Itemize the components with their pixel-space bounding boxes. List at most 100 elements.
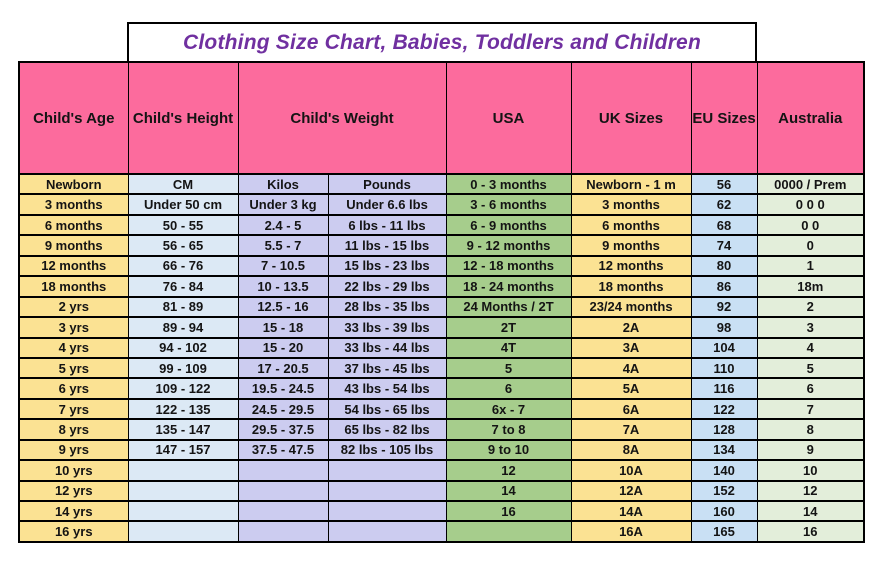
cell-height <box>127 459 239 482</box>
cell-eu: 86 <box>690 275 758 298</box>
cell-height: 66 - 76 <box>127 254 239 278</box>
cell-age: 6 months <box>18 213 129 237</box>
table-row: 6 yrs 109 - 122 19.5 - 24.5 43 lbs - 54 lbs… <box>18 377 865 400</box>
cell-age: 8 yrs <box>18 418 129 441</box>
cell-uk: 2A <box>570 316 692 339</box>
table-row: 12 yrs 14 12A 152 12 <box>18 479 865 503</box>
cell-uk: 23/24 months <box>570 295 692 319</box>
cell-usa: 0 - 3 months <box>445 172 572 196</box>
cell-height: 147 - 157 <box>127 438 239 462</box>
cell-usa: 9 to 10 <box>445 438 572 462</box>
cell-uk: 6 months <box>570 213 692 237</box>
cell-kilos: 37.5 - 47.5 <box>237 438 329 462</box>
cell-height: 135 - 147 <box>127 418 239 441</box>
cell-height: 89 - 94 <box>127 316 239 339</box>
cell-eu: 165 <box>690 520 758 543</box>
cell-uk: Newborn - 1 m <box>570 172 692 196</box>
table-row: 5 yrs 99 - 109 17 - 20.5 37 lbs - 45 lbs 5 4A… <box>18 356 865 380</box>
cell-age: 10 yrs <box>18 459 129 482</box>
cell-height <box>127 479 239 503</box>
cell-kilos <box>237 459 329 482</box>
cell-pounds: 28 lbs - 35 lbs <box>327 295 447 319</box>
cell-usa: 4T <box>445 336 572 359</box>
cell-usa: 14 <box>445 479 572 503</box>
table-row: 18 months 76 - 84 10 - 13.5 22 lbs - 29 lbs… <box>18 275 865 298</box>
cell-australia: 0 0 <box>756 213 865 237</box>
table-row: 10 yrs 12 10A 140 10 <box>18 459 865 482</box>
cell-pounds: Under 6.6 lbs <box>327 193 447 216</box>
cell-pounds: 65 lbs - 82 lbs <box>327 418 447 441</box>
cell-age: 7 yrs <box>18 397 129 421</box>
cell-pounds <box>327 520 447 543</box>
header-childs-weight: Child's Weight <box>237 61 447 175</box>
cell-usa: 6x - 7 <box>445 397 572 421</box>
cell-eu: 128 <box>690 418 758 441</box>
cell-eu: 98 <box>690 316 758 339</box>
cell-pounds: 82 lbs - 105 lbs <box>327 438 447 462</box>
cell-age: 6 yrs <box>18 377 129 400</box>
cell-age: 3 yrs <box>18 316 129 339</box>
cell-usa: 7 to 8 <box>445 418 572 441</box>
cell-usa: 3 - 6 months <box>445 193 572 216</box>
table-row: 8 yrs 135 - 147 29.5 - 37.5 65 lbs - 82 lbs… <box>18 418 865 441</box>
cell-kilos: 15 - 20 <box>237 336 329 359</box>
cell-eu: 74 <box>690 234 758 257</box>
cell-usa: 18 - 24 months <box>445 275 572 298</box>
cell-australia: 0 <box>756 234 865 257</box>
cell-australia: 16 <box>756 520 865 543</box>
cell-height: 50 - 55 <box>127 213 239 237</box>
cell-usa: 6 <box>445 377 572 400</box>
cell-pounds: 33 lbs - 39 lbs <box>327 316 447 339</box>
header-australia: Australia <box>756 61 865 175</box>
cell-pounds <box>327 459 447 482</box>
cell-height: 94 - 102 <box>127 336 239 359</box>
cell-australia: 10 <box>756 459 865 482</box>
cell-usa: 12 - 18 months <box>445 254 572 278</box>
cell-uk: 9 months <box>570 234 692 257</box>
cell-kilos: Kilos <box>237 172 329 196</box>
cell-kilos: 2.4 - 5 <box>237 213 329 237</box>
cell-eu: 116 <box>690 377 758 400</box>
cell-age: 3 months <box>18 193 129 216</box>
cell-age: 16 yrs <box>18 520 129 543</box>
cell-kilos: 24.5 - 29.5 <box>237 397 329 421</box>
cell-kilos: 17 - 20.5 <box>237 356 329 380</box>
cell-australia: 8 <box>756 418 865 441</box>
cell-kilos <box>237 499 329 523</box>
cell-uk: 6A <box>570 397 692 421</box>
cell-pounds <box>327 479 447 503</box>
cell-height: 99 - 109 <box>127 356 239 380</box>
cell-age: 12 yrs <box>18 479 129 503</box>
cell-uk: 3 months <box>570 193 692 216</box>
table-row: Newborn CM Kilos Pounds 0 - 3 months Newborn … <box>18 172 865 196</box>
cell-eu: 134 <box>690 438 758 462</box>
cell-height: 81 - 89 <box>127 295 239 319</box>
cell-usa <box>445 520 572 543</box>
cell-kilos: 15 - 18 <box>237 316 329 339</box>
cell-kilos: Under 3 kg <box>237 193 329 216</box>
cell-eu: 68 <box>690 213 758 237</box>
header-row: Child's Age Child's Height Child's Weigh… <box>18 61 865 175</box>
cell-usa: 9 - 12 months <box>445 234 572 257</box>
header-childs-age: Child's Age <box>18 61 129 175</box>
cell-eu: 92 <box>690 295 758 319</box>
cell-kilos: 19.5 - 24.5 <box>237 377 329 400</box>
cell-eu: 140 <box>690 459 758 482</box>
cell-height <box>127 520 239 543</box>
cell-uk: 12 months <box>570 254 692 278</box>
cell-pounds: 37 lbs - 45 lbs <box>327 356 447 380</box>
cell-height <box>127 499 239 523</box>
size-chart-table: Child's Age Child's Height Child's Weigh… <box>18 61 866 543</box>
cell-usa: 6 - 9 months <box>445 213 572 237</box>
cell-eu: 122 <box>690 397 758 421</box>
header-usa: USA <box>445 61 572 175</box>
cell-usa: 24 Months / 2T <box>445 295 572 319</box>
cell-eu: 160 <box>690 499 758 523</box>
cell-age: 5 yrs <box>18 356 129 380</box>
cell-australia: 0000 / Prem <box>756 172 865 196</box>
cell-kilos: 12.5 - 16 <box>237 295 329 319</box>
cell-pounds: 22 lbs - 29 lbs <box>327 275 447 298</box>
cell-australia: 6 <box>756 377 865 400</box>
cell-age: 14 yrs <box>18 499 129 523</box>
cell-uk: 7A <box>570 418 692 441</box>
